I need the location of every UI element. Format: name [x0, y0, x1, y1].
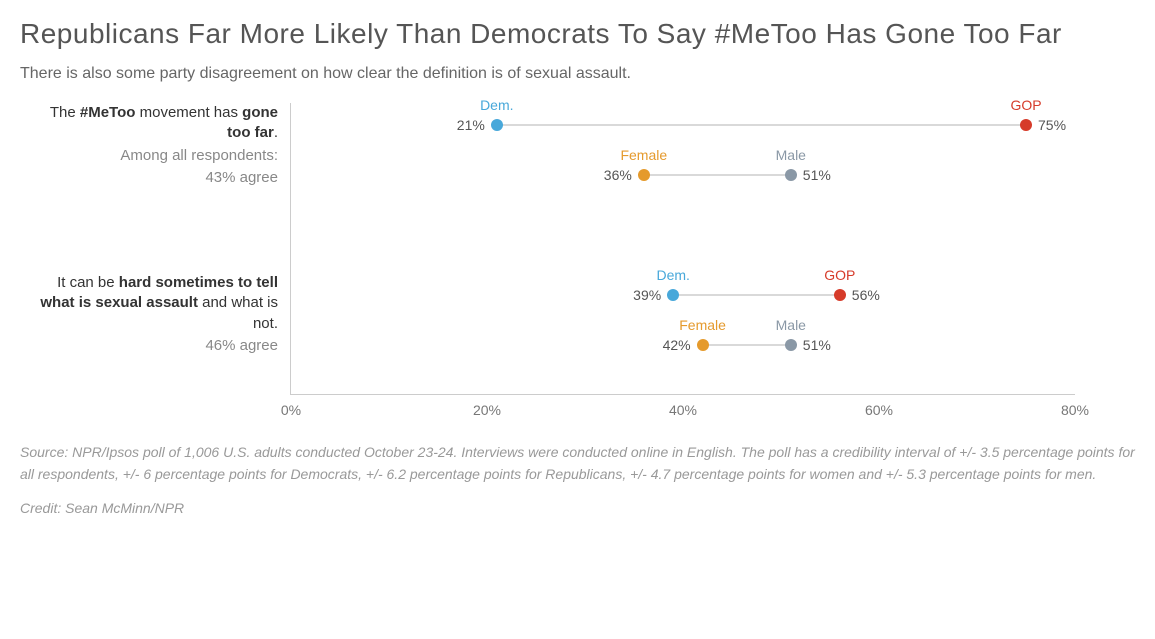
- question-text: The #MeToo movement has gone too far.: [28, 103, 278, 144]
- chart-area: The #MeToo movement has gone too far.Amo…: [20, 103, 1135, 423]
- chart-title: Republicans Far More Likely Than Democra…: [20, 16, 1135, 51]
- chart-subtitle: There is also some party disagreement on…: [20, 65, 1135, 83]
- data-dot: [785, 169, 797, 181]
- x-tick: 80%: [1061, 402, 1089, 418]
- x-tick: 40%: [669, 402, 697, 418]
- data-dot: [785, 339, 797, 351]
- question-sublabel: Among all respondents:: [28, 146, 278, 166]
- question-text: It can be hard sometimes to tell what is…: [28, 273, 278, 334]
- x-tick: 0%: [281, 402, 301, 418]
- data-dot: [638, 169, 650, 181]
- dot-value-label: 39%: [633, 287, 661, 303]
- connector-line: [497, 124, 1026, 126]
- dot-name-label: GOP: [824, 268, 855, 283]
- dot-value-label: 36%: [604, 167, 632, 183]
- x-tick: 60%: [865, 402, 893, 418]
- dot-name-label: Female: [679, 318, 726, 333]
- dot-name-label: Female: [620, 148, 667, 163]
- dot-value-label: 51%: [803, 167, 831, 183]
- data-dot: [491, 119, 503, 131]
- dot-value-label: 21%: [457, 117, 485, 133]
- data-dot: [667, 289, 679, 301]
- question-agree: 43% agree: [28, 168, 278, 188]
- connector-line: [703, 344, 791, 346]
- x-tick: 20%: [473, 402, 501, 418]
- question-label: It can be hard sometimes to tell what is…: [28, 273, 278, 356]
- dot-value-label: 51%: [803, 337, 831, 353]
- dot-value-label: 56%: [852, 287, 880, 303]
- connector-line: [644, 174, 791, 176]
- dot-name-label: Male: [776, 318, 806, 333]
- credit-note: Credit: Sean McMinn/NPR: [20, 500, 1135, 516]
- dot-name-label: Male: [776, 148, 806, 163]
- dot-value-label: 75%: [1038, 117, 1066, 133]
- data-dot: [697, 339, 709, 351]
- dot-name-label: Dem.: [480, 98, 513, 113]
- connector-line: [673, 294, 840, 296]
- plot-inner: 0%20%40%60%80%Dem.21%GOP75%Female36%Male…: [290, 103, 1075, 395]
- data-dot: [1020, 119, 1032, 131]
- plot-column: 0%20%40%60%80%Dem.21%GOP75%Female36%Male…: [290, 103, 1135, 423]
- source-note: Source: NPR/Ipsos poll of 1,006 U.S. adu…: [20, 441, 1135, 486]
- dot-value-label: 42%: [663, 337, 691, 353]
- question-label: The #MeToo movement has gone too far.Amo…: [28, 103, 278, 188]
- data-dot: [834, 289, 846, 301]
- question-agree: 46% agree: [28, 336, 278, 356]
- labels-column: The #MeToo movement has gone too far.Amo…: [20, 103, 290, 423]
- dot-name-label: Dem.: [656, 268, 689, 283]
- dot-name-label: GOP: [1010, 98, 1041, 113]
